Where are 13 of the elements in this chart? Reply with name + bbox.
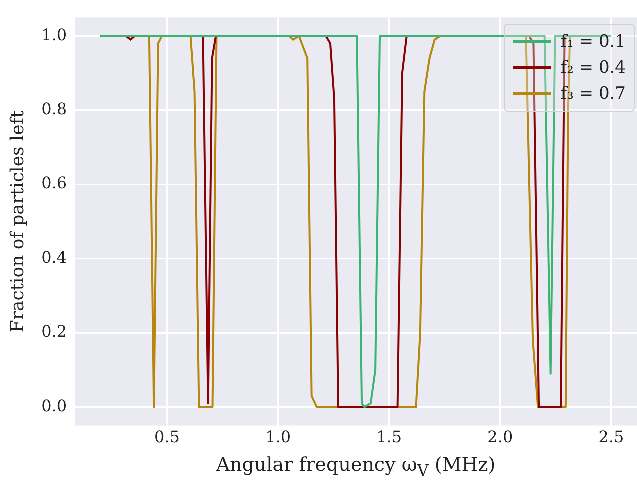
y-tick-label: 1.0 [42, 25, 68, 44]
y-tick-label: 0.6 [42, 174, 68, 193]
y-tick-label: 0.8 [42, 100, 68, 119]
x-tick-label: 1.0 [266, 428, 292, 447]
x-tick-label: 0.5 [154, 428, 180, 447]
x-tick-label: 1.5 [376, 428, 402, 447]
y-tick-label: 0.2 [42, 322, 68, 342]
x-tick-label: 2.5 [598, 428, 624, 447]
x-axis-title: Angular frequency ω$_{V}$ (MHz) [215, 454, 497, 480]
y-axis-title: Fraction of particles left [7, 110, 28, 333]
y-tick-label: 0.4 [42, 248, 68, 267]
x-tick-label: 2.0 [488, 428, 514, 447]
y-tick-label: 0.0 [42, 396, 68, 416]
